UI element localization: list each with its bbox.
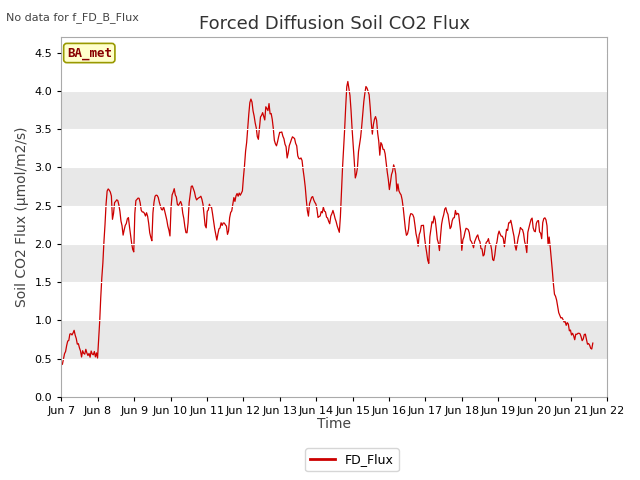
Bar bbox=[61, 206, 607, 244]
Bar bbox=[61, 359, 607, 397]
Bar bbox=[61, 53, 607, 91]
Title: Forced Diffusion Soil CO2 Flux: Forced Diffusion Soil CO2 Flux bbox=[199, 15, 470, 33]
Bar bbox=[61, 91, 607, 129]
Bar bbox=[61, 168, 607, 206]
Bar bbox=[61, 244, 607, 282]
Legend: FD_Flux: FD_Flux bbox=[305, 448, 399, 471]
Text: No data for f_FD_B_Flux: No data for f_FD_B_Flux bbox=[6, 12, 140, 23]
Bar bbox=[61, 129, 607, 168]
Bar bbox=[61, 282, 607, 321]
Bar bbox=[61, 321, 607, 359]
Text: BA_met: BA_met bbox=[67, 47, 112, 60]
Y-axis label: Soil CO2 Flux (µmol/m2/s): Soil CO2 Flux (µmol/m2/s) bbox=[15, 127, 29, 307]
X-axis label: Time: Time bbox=[317, 418, 351, 432]
